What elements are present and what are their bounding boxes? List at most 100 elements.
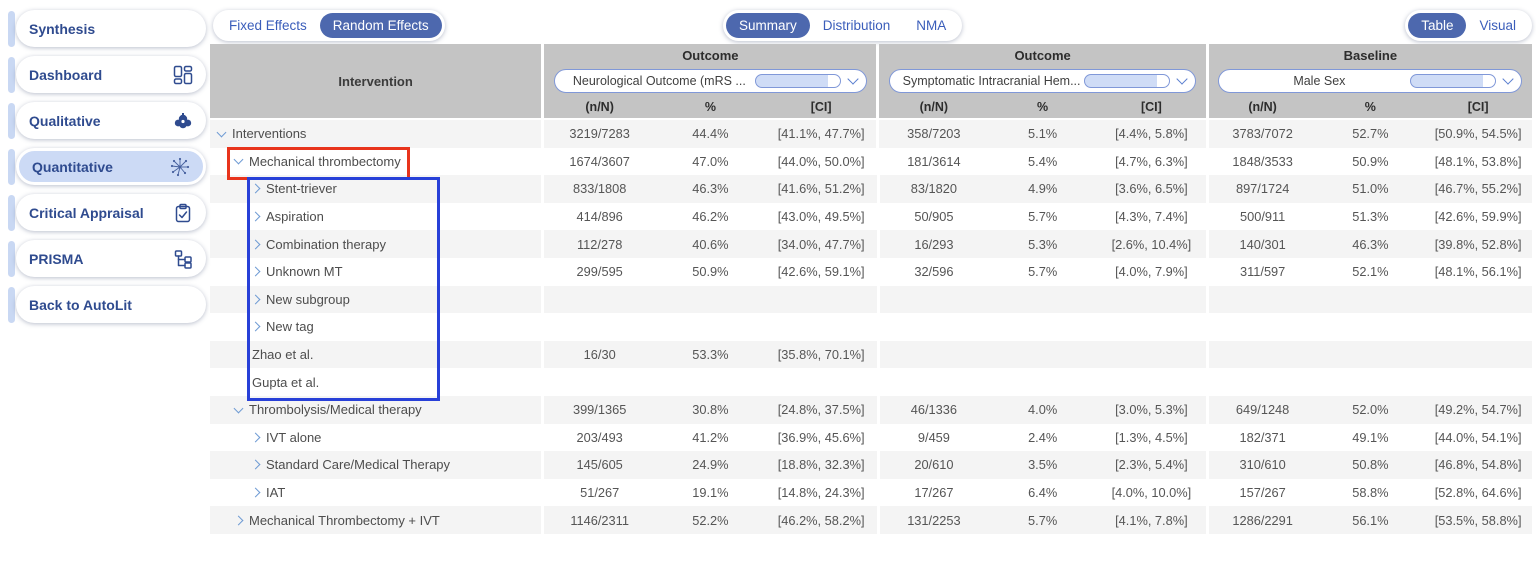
value-cell: [36.9%, 45.6%] [777, 429, 865, 445]
value-group: 32/596 5.7% [4.0%, 7.9%] [880, 258, 1206, 286]
sidebar-item-back-to-autolit[interactable]: Back to AutoLit [0, 286, 206, 323]
tab-distribution[interactable]: Distribution [822, 18, 891, 33]
intervention-label: New subgroup [266, 291, 350, 307]
value-cell: [4.1%, 7.8%] [1115, 512, 1188, 528]
subheader-ci: [CI] [810, 100, 832, 114]
tab-nma[interactable]: NMA [916, 18, 947, 33]
table-row: Gupta et al. [210, 368, 1532, 396]
value-cell: 4.9% [1028, 181, 1058, 197]
chevron-right-icon[interactable] [250, 184, 261, 194]
intervention-label: Gupta et al. [252, 374, 320, 390]
outcome-2-dropdown[interactable]: Symptomatic Intracranial Hem... [889, 69, 1196, 93]
intervention-cell[interactable]: Combination therapy [210, 230, 542, 258]
table-view-option[interactable]: Table [1408, 13, 1467, 38]
table-row: New subgroup [210, 285, 1532, 314]
subheader-pct: % [1364, 100, 1376, 114]
sidebar-item-prisma[interactable]: PRISMA [0, 240, 206, 277]
intervention-cell[interactable]: Unknown MT [210, 258, 541, 286]
sidebar-item-dashboard[interactable]: Dashboard [0, 56, 206, 93]
value-cell: [44.0%, 54.1%] [1434, 429, 1522, 445]
visual-view-option[interactable]: Visual [1479, 18, 1516, 33]
intervention-label: Mechanical Thrombectomy + IVT [249, 512, 440, 528]
chevron-right-icon[interactable] [250, 487, 261, 498]
outcome-1-dropdown[interactable]: Neurological Outcome (mRS ... [554, 69, 867, 93]
fixed-effects-option[interactable]: Fixed Effects [229, 18, 307, 33]
value-cell [655, 286, 766, 314]
intervention-cell[interactable]: IAT [210, 479, 541, 507]
intervention-cell[interactable]: Mechanical thrombectomy [210, 148, 541, 176]
value-group: 9/459 2.4% [1.3%, 4.5%] [880, 424, 1206, 452]
value-cell [988, 313, 1097, 341]
sidebar-item-qualitative[interactable]: Qualitative [0, 102, 206, 139]
intervention-cell[interactable]: New subgroup [210, 285, 542, 314]
sidebar-item-synthesis[interactable]: Synthesis [0, 10, 206, 47]
chevron-right-icon[interactable] [250, 266, 261, 277]
value-cell: [48.1%, 53.8%] [1434, 153, 1522, 169]
value-cell: 51.0% [1352, 181, 1389, 197]
value-group: 3219/7283 44.4% [41.1%, 47.7%] [544, 120, 877, 148]
value-cell: 52.0% [1352, 402, 1389, 418]
intervention-cell[interactable]: Aspiration [210, 203, 541, 231]
sidebar-item-quantitative[interactable]: Quantitative [0, 148, 206, 185]
chevron-right-icon[interactable] [250, 432, 261, 443]
value-cell: 20/610 [914, 457, 954, 473]
intervention-cell[interactable]: Stent-triever [210, 175, 542, 203]
value-cell: [24.8%, 37.5%] [777, 402, 865, 418]
intervention-cell[interactable]: New tag [210, 313, 541, 341]
value-cell: 52.1% [1352, 264, 1389, 280]
value-cell [1097, 341, 1206, 369]
intervention-cell[interactable]: Thrombolysis/Medical therapy [210, 395, 542, 424]
dropdown-selected-value: Symptomatic Intracranial Hem... [902, 74, 1081, 88]
value-group: 649/1248 52.0% [49.2%, 54.7%] [1208, 395, 1532, 424]
value-cell [1424, 313, 1532, 341]
table-row: Standard Care/Medical Therapy 145/605 24.9… [210, 451, 1532, 479]
intervention-cell[interactable]: Interventions [210, 120, 542, 148]
baseline-dropdown[interactable]: Male Sex [1218, 69, 1523, 93]
value-cell: [4.4%, 5.8%] [1115, 126, 1188, 142]
chevron-right-icon[interactable] [233, 515, 244, 526]
accent-bar [8, 286, 15, 323]
value-cell [1424, 368, 1532, 396]
effects-toggle: Fixed Effects Random Effects [213, 10, 445, 41]
value-cell [1209, 341, 1317, 369]
value-cell: 46.3% [1352, 236, 1389, 252]
chevron-right-icon[interactable] [250, 211, 261, 222]
value-cell: [2.3%, 5.4%] [1115, 457, 1188, 473]
random-effects-option[interactable]: Random Effects [319, 13, 442, 38]
value-cell [544, 313, 655, 341]
chevron-down-icon[interactable] [216, 127, 227, 138]
value-cell: 47.0% [692, 153, 729, 169]
tab-summary[interactable]: Summary [726, 13, 810, 38]
value-group: 310/610 50.8% [46.8%, 54.8%] [1208, 451, 1532, 479]
value-cell [655, 368, 766, 396]
value-group: 399/1365 30.8% [24.8%, 37.5%] [544, 395, 877, 424]
value-cell: [50.9%, 54.5%] [1434, 126, 1522, 142]
value-cell [880, 341, 989, 369]
intervention-label: New tag [266, 319, 314, 335]
value-cell: [46.8%, 54.8%] [1434, 457, 1522, 473]
intervention-label: Mechanical thrombectomy [249, 153, 401, 169]
value-cell [988, 286, 1097, 314]
sidebar-item-critical-appraisal[interactable]: Critical Appraisal [0, 194, 206, 231]
chevron-right-icon[interactable] [250, 294, 261, 305]
table-row: Aspiration 414/896 46.2% [43.0%, 49.5%] 50/9… [210, 203, 1532, 231]
intervention-cell[interactable]: Standard Care/Medical Therapy [210, 451, 542, 479]
value-group: 17/267 6.4% [4.0%, 10.0%] [880, 479, 1206, 507]
chevron-right-icon[interactable] [250, 239, 261, 250]
value-cell: 24.9% [692, 457, 729, 473]
intervention-cell[interactable]: IVT alone [210, 424, 541, 452]
subheader-nN: (n/N) [919, 100, 949, 114]
value-group [1209, 313, 1532, 341]
value-cell: 145/605 [576, 457, 623, 473]
chevron-down-icon[interactable] [233, 154, 244, 165]
accent-bar [8, 240, 15, 277]
chevron-right-icon[interactable] [250, 459, 261, 470]
value-cell: [14.8%, 24.3%] [777, 485, 865, 501]
intervention-cell[interactable]: Mechanical Thrombectomy + IVT [210, 506, 542, 534]
chevron-right-icon[interactable] [250, 322, 261, 332]
chevron-down-icon[interactable] [233, 403, 244, 414]
view-tabs: Summary Distribution NMA [723, 10, 963, 41]
subheader-nN: (n/N) [585, 100, 614, 114]
value-group [880, 368, 1206, 396]
value-cell: 16/293 [914, 236, 954, 252]
